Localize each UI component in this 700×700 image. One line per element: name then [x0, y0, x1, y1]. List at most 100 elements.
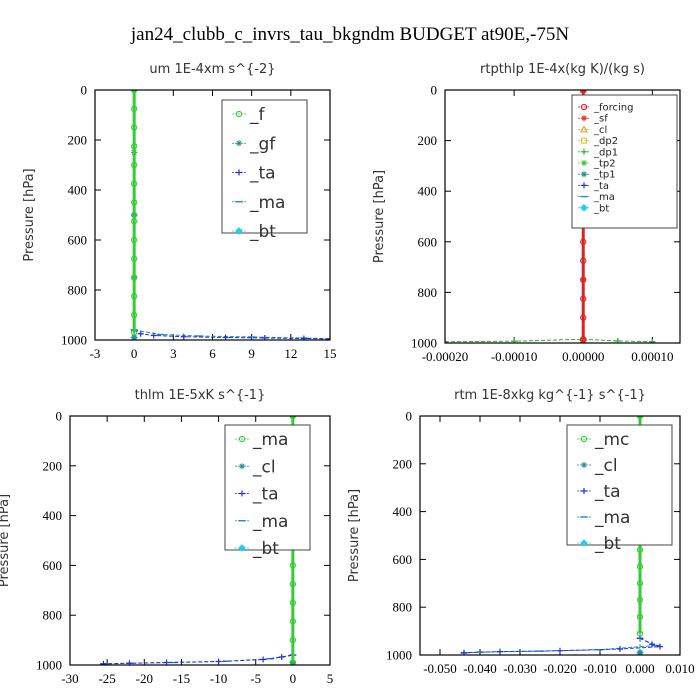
legend-label: _ma: [594, 508, 630, 528]
legend-item: _ma: [235, 512, 288, 532]
y-tick-label: 200: [43, 458, 63, 473]
legend-item: _ma: [578, 192, 615, 203]
data-point: [289, 580, 297, 588]
legend-label: _tp1: [593, 170, 616, 181]
y-tick-label: 800: [393, 600, 413, 615]
legend-label: _mc: [594, 430, 629, 450]
plot-frame: [419, 415, 681, 656]
data-point: [131, 274, 138, 281]
legend-item: _dp1: [578, 147, 618, 158]
data-point: [126, 660, 133, 665]
y-tick-label: 400: [68, 183, 88, 198]
legend-label: _dp1: [593, 147, 618, 158]
data-point: [150, 332, 157, 339]
y-tick-label: 200: [393, 456, 413, 471]
data-point: [260, 656, 267, 663]
data-point: [131, 293, 138, 300]
legend-item: _ma: [577, 508, 630, 528]
legend-item: _mc: [577, 430, 629, 450]
data-point: [215, 658, 222, 665]
legend-item: _dp2: [578, 136, 618, 147]
x-tick-label: 0.010: [665, 661, 694, 676]
x-tick-label: 5: [327, 671, 334, 686]
y-tick-label: 600: [418, 234, 438, 249]
x-tick-label: 0.00010: [631, 349, 673, 364]
legend-item: _bt: [578, 203, 609, 214]
legend-item: _ta: [578, 181, 609, 192]
data-point: [580, 276, 587, 283]
data-point: [511, 338, 518, 343]
x-tick-label: -10: [210, 671, 227, 686]
data-point: [636, 630, 644, 637]
y-axis-label: Pressure [hPa]: [0, 494, 12, 587]
legend-item: _f: [232, 105, 266, 125]
panel-title: thlm 1E-5xK s^{-1}: [135, 388, 266, 403]
legend-label: _gf: [249, 134, 276, 154]
legend-label: _sf: [593, 114, 608, 125]
x-tick-label: 9: [248, 346, 255, 361]
panel-title: um 1E-4xm s^{-2}: [149, 62, 275, 77]
y-tick-label: 800: [43, 608, 63, 623]
panel-4: rtm 1E-8xkg kg^{-1} s^{-1} Pressure [hPa]…: [347, 388, 695, 676]
legend-item: _forcing: [578, 103, 634, 114]
data-point: [557, 647, 563, 654]
x-tick-label: -0.020: [543, 661, 577, 676]
panel-1: um 1E-4xm s^{-2} Pressure [hPa] 0 200 400 600…: [22, 62, 337, 361]
data-point: [131, 255, 138, 262]
data-point: [289, 636, 297, 644]
y-tick-label: 1000: [386, 648, 412, 663]
data-point: [636, 596, 644, 604]
legend-label: _ma: [252, 512, 288, 532]
x-tick-label: 0.00000: [562, 349, 604, 364]
y-axis-label: Pressure [hPa]: [372, 170, 387, 263]
x-tick-label: -3: [90, 346, 101, 361]
panel-title: rtpthlp 1E-4x(kg K)/(kg s): [480, 62, 645, 77]
legend-item: _sf: [578, 114, 608, 125]
legend-label: _f: [249, 105, 266, 125]
legend: _ma _cl _ta _ma _bt: [224, 424, 311, 559]
series-group: [130, 90, 330, 340]
legend-item: _cl: [578, 125, 607, 136]
data-point: [131, 329, 138, 336]
x-tick-label: -20: [136, 671, 153, 686]
data-point: [580, 295, 587, 302]
data-point: [580, 337, 587, 343]
legend-label: _bt: [594, 534, 621, 554]
data-point: [100, 660, 107, 665]
data-point: [649, 641, 655, 648]
legend-item: _ma: [232, 193, 285, 213]
y-tick-label: 400: [393, 504, 413, 519]
data-point: [580, 257, 587, 264]
y-tick-label: 1000: [36, 658, 62, 673]
data-point: [131, 180, 138, 187]
data-point: [289, 562, 297, 569]
data-point: [289, 416, 297, 420]
legend: _f _gf _ta _ma _bt: [221, 99, 308, 242]
data-point: [131, 236, 138, 244]
data-point: [657, 643, 663, 650]
y-tick-label: 400: [418, 184, 438, 199]
legend-label: _bt: [249, 222, 276, 242]
panel-3: thlm 1E-5xK s^{-1} Pressure [hPa] 0 200 400 6…: [0, 388, 333, 686]
data-point: [289, 599, 297, 606]
data-point: [636, 580, 644, 587]
y-tick-label: 1000: [411, 336, 437, 351]
figure-title: jan24_clubb_c_invrs_tau_bkgndm BUDGET at…: [130, 24, 569, 45]
legend-label: _dp2: [593, 136, 618, 147]
x-tick-label: -30: [61, 671, 78, 686]
data-point: [278, 654, 285, 661]
data-point: [261, 335, 268, 340]
x-tick-label: 0: [290, 671, 297, 686]
y-tick-label: 600: [393, 552, 413, 567]
legend-box: [224, 424, 311, 551]
data-point: [131, 105, 138, 112]
x-tick-label: -0.00020: [422, 349, 469, 364]
legend-item: _bt: [232, 222, 276, 242]
legend: _mc _cl _ta _ma _bt: [566, 424, 673, 554]
legend-label: _forcing: [593, 103, 634, 114]
data-point: [617, 646, 623, 653]
plot-frame: [444, 89, 681, 344]
y-tick-label: 0: [81, 83, 88, 98]
data-point: [131, 334, 138, 340]
